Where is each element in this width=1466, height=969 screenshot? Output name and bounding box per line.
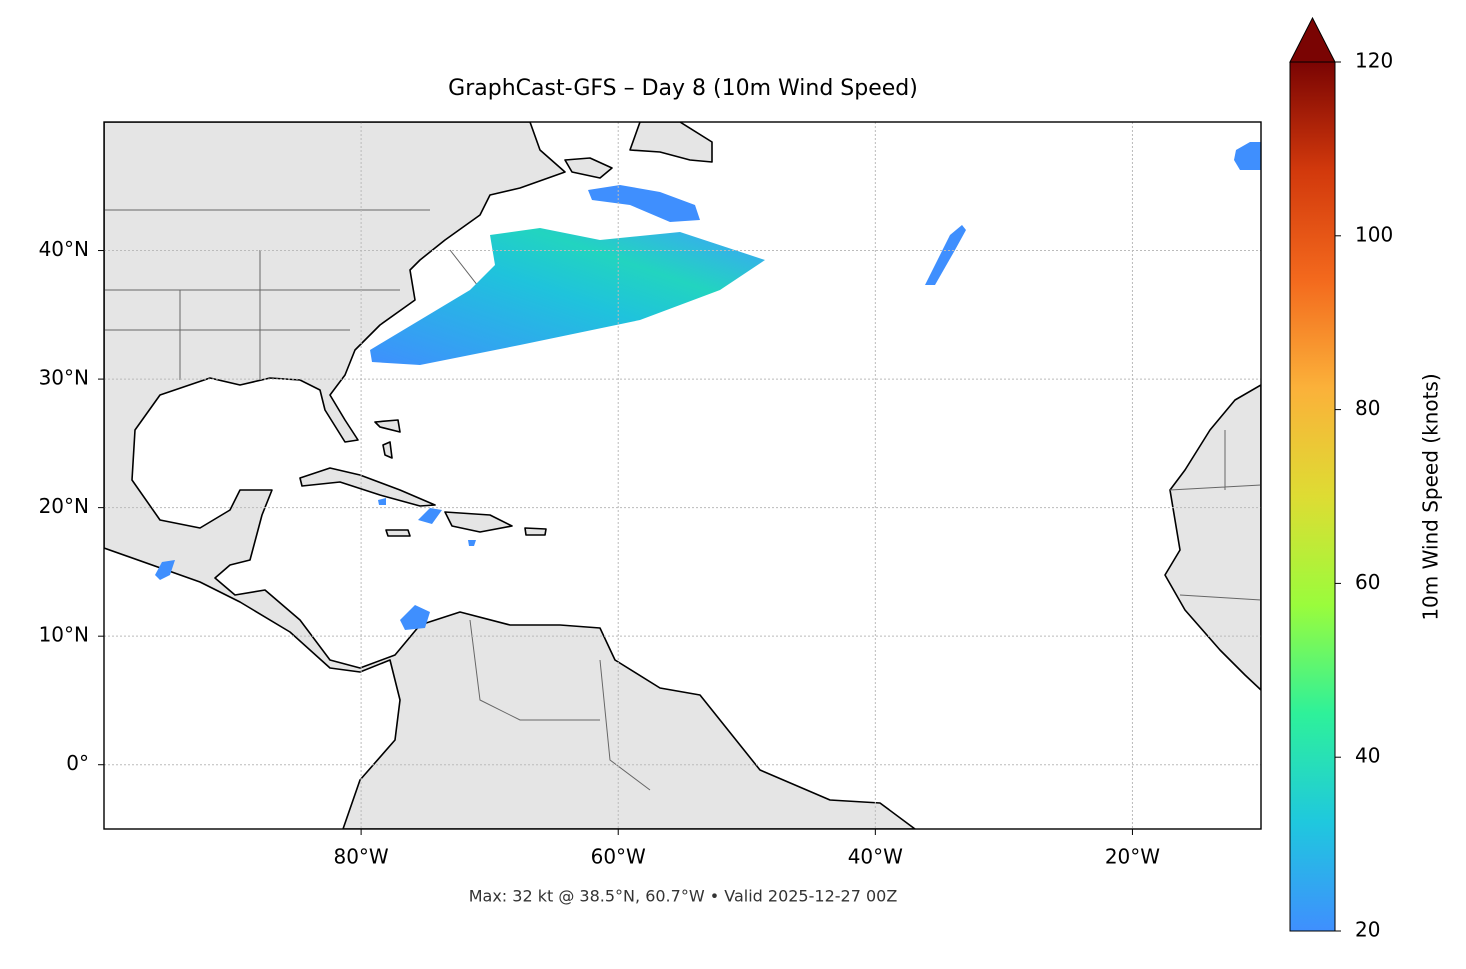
land-jamaica <box>385 529 411 537</box>
map <box>104 122 1261 829</box>
country-borders <box>104 209 1261 791</box>
y-tick-label: 20°N <box>39 494 89 518</box>
wind-area <box>155 560 175 580</box>
colorbar-tick-label: 40 <box>1355 744 1380 768</box>
caption: Max: 32 kt @ 38.5°N, 60.7°W • Valid 2025… <box>469 887 898 906</box>
x-tick-label: 40°W <box>848 845 903 869</box>
y-tick-label: 30°N <box>39 366 89 390</box>
y-tick-label: 0° <box>66 751 89 775</box>
y-tick-label: 10°N <box>39 623 89 647</box>
land-bahamas <box>374 419 401 459</box>
colorbar-label: 10m Wind Speed (knots) <box>1419 373 1443 620</box>
colorbar-tick-label: 80 <box>1355 396 1380 420</box>
y-tick-label: 40°N <box>39 237 89 261</box>
axes: 80°W 60°W 40°W 20°W 0° 10°N 20°N 30°N 40°N 20 40 60… <box>39 16 1393 942</box>
wind-area <box>1234 142 1261 170</box>
x-tick-label: 60°W <box>591 845 646 869</box>
wind-area <box>400 605 430 630</box>
colorbar-tick-label: 100 <box>1355 222 1393 246</box>
x-tick-label: 20°W <box>1105 845 1160 869</box>
land-hispaniola <box>444 511 513 533</box>
wind-area <box>378 498 476 546</box>
wind-area <box>588 185 700 222</box>
land-africa <box>1164 384 1261 691</box>
land-newfoundland <box>564 157 613 179</box>
colorbar-tick-label: 120 <box>1355 49 1393 73</box>
colorbar <box>1289 61 1336 932</box>
land-cuba <box>299 467 436 507</box>
chart-title: GraphCast-GFS – Day 8 (10m Wind Speed) <box>448 76 918 101</box>
land-puerto-rico <box>524 527 547 536</box>
plot-frame <box>103 121 1262 830</box>
colorbar-tick-label: 60 <box>1355 570 1380 594</box>
land-americas <box>104 122 916 829</box>
wind-area <box>925 225 966 285</box>
x-tick-label: 80°W <box>333 845 388 869</box>
colorbar-tick-label: 20 <box>1355 918 1380 942</box>
wind-area <box>370 228 765 365</box>
colorbar-extend <box>1289 16 1336 63</box>
land-labrador <box>629 122 713 163</box>
